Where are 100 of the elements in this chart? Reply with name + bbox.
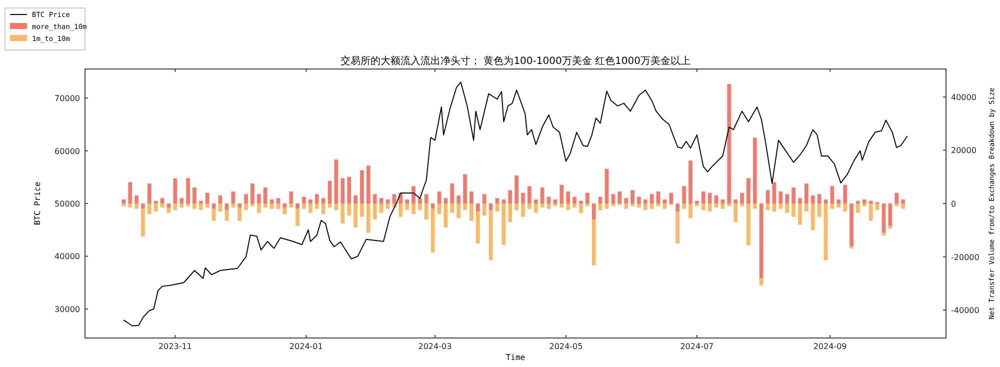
bar	[314, 194, 319, 204]
bar	[868, 200, 873, 204]
bar	[379, 204, 384, 213]
bar	[746, 178, 750, 204]
bar	[798, 204, 802, 225]
bar	[862, 204, 866, 206]
bar	[804, 204, 808, 212]
bar	[180, 204, 184, 208]
bar	[308, 200, 312, 204]
bar	[128, 204, 132, 208]
bar	[560, 204, 564, 208]
y2-tick-label: -20000	[951, 252, 980, 262]
bar	[662, 200, 667, 204]
bar	[759, 204, 764, 278]
bar	[218, 196, 222, 204]
bar	[218, 204, 222, 212]
bar	[810, 196, 815, 204]
bar	[643, 200, 648, 204]
bar	[604, 168, 609, 204]
y-tick-label: 40000	[54, 252, 80, 262]
bar	[379, 198, 384, 204]
bar	[785, 194, 790, 204]
bar	[444, 198, 448, 204]
bar	[302, 204, 306, 209]
bar	[714, 204, 718, 208]
bar	[276, 204, 280, 209]
bar	[843, 184, 848, 204]
bar	[604, 204, 609, 209]
bar	[154, 200, 158, 204]
y-tick-label: 70000	[54, 94, 80, 104]
bar	[752, 138, 757, 204]
bar	[482, 194, 486, 204]
bar	[412, 204, 416, 214]
bar	[579, 204, 583, 213]
bar	[630, 190, 634, 204]
bar	[836, 204, 841, 208]
bar	[282, 204, 287, 208]
bar	[372, 204, 377, 220]
y2-tick-label: -40000	[951, 306, 980, 316]
bar	[276, 198, 280, 204]
bar	[868, 204, 873, 221]
x-tick-label: 2023-11	[158, 342, 192, 351]
bar	[476, 211, 480, 244]
y-axis-title: BTC Price	[33, 182, 42, 226]
bar	[173, 204, 178, 210]
y2-tick-label: 40000	[951, 92, 976, 102]
bar	[244, 204, 248, 210]
bar	[418, 204, 422, 210]
bar	[256, 204, 261, 213]
bar	[463, 204, 467, 210]
bar	[450, 184, 454, 204]
bar	[231, 192, 236, 204]
bar	[476, 204, 480, 212]
bar	[566, 204, 570, 210]
y2-tick-label: 20000	[951, 146, 976, 156]
bar	[199, 200, 203, 204]
bar	[740, 204, 744, 206]
bar	[296, 208, 300, 226]
bar	[521, 192, 525, 204]
bar	[328, 180, 332, 204]
bar	[746, 204, 750, 246]
bar	[502, 204, 506, 245]
x-tick-label: 2024-07	[680, 342, 714, 351]
bar	[340, 178, 345, 204]
bar	[759, 278, 764, 286]
bar	[592, 204, 596, 220]
bar	[366, 166, 370, 204]
bar	[347, 176, 352, 204]
bar	[560, 184, 564, 204]
bar	[727, 204, 732, 206]
bar	[701, 192, 706, 204]
bar	[817, 204, 822, 217]
bar	[160, 204, 164, 208]
bar	[836, 200, 841, 204]
bar	[637, 196, 641, 204]
bar	[263, 188, 268, 204]
bar	[270, 204, 274, 209]
bar	[734, 204, 738, 222]
bar	[585, 192, 590, 204]
bar	[205, 192, 210, 204]
bar	[180, 198, 184, 204]
bar	[740, 192, 744, 204]
bar	[882, 204, 886, 233]
bar	[676, 211, 680, 244]
bar	[778, 192, 783, 204]
bar	[888, 204, 892, 226]
bar	[546, 204, 551, 209]
x-tick-label: 2024-09	[813, 342, 847, 351]
x-axis-title: Time	[506, 353, 526, 362]
bar	[695, 204, 699, 206]
bar	[611, 194, 616, 204]
bar	[192, 204, 196, 209]
bar	[128, 182, 132, 204]
bar	[521, 204, 525, 217]
bar	[514, 176, 519, 204]
bar	[688, 204, 692, 218]
bar	[669, 192, 674, 204]
bar	[785, 204, 790, 213]
bar	[231, 204, 236, 208]
bar	[720, 204, 725, 209]
